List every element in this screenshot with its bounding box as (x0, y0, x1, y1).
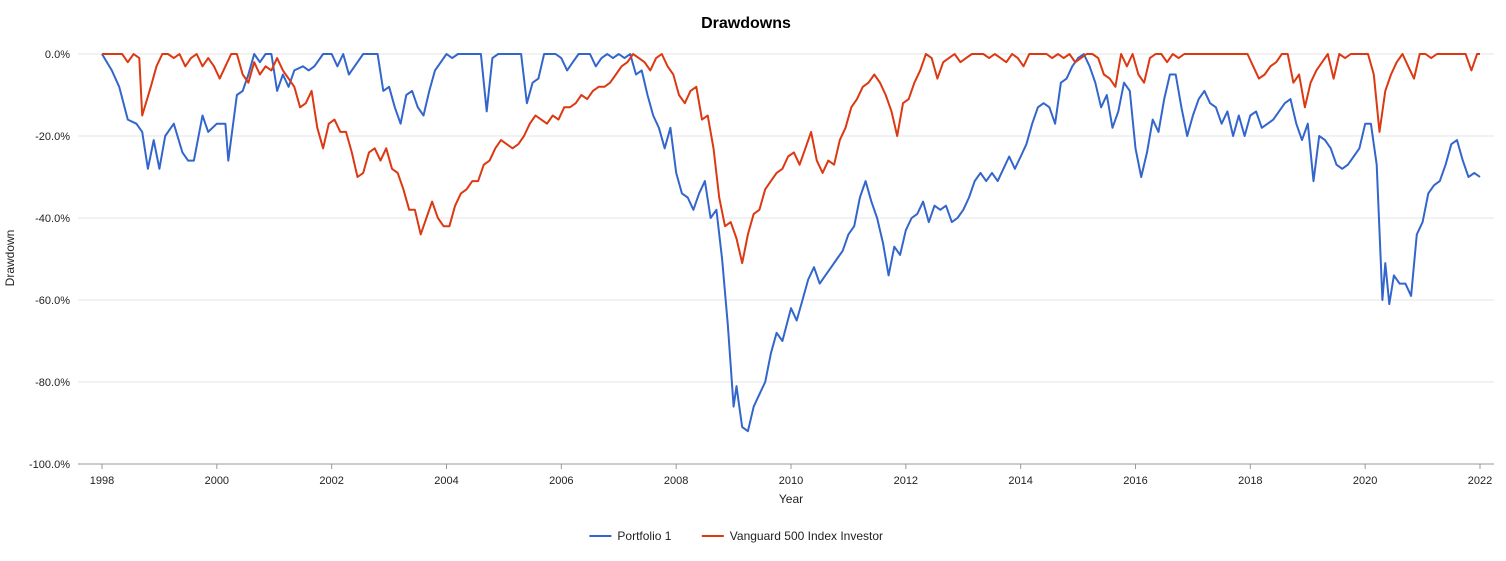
x-axis: 1998 2000 2002 2004 2006 2008 2010 2012 2014 2016… (90, 464, 1492, 487)
series-lines (101, 53, 1481, 433)
x-tick-label: 2006 (549, 475, 573, 487)
series-line-1 (101, 53, 1481, 433)
y-tick-label: 0.0% (45, 49, 70, 61)
chart-title: Drawdowns (701, 15, 791, 32)
x-tick-label: 1998 (90, 475, 114, 487)
y-axis: 0.0% -20.0% -40.0% -60.0% -80.0% -100.0% (29, 49, 70, 471)
y-tick-label: -40.0% (35, 213, 70, 225)
x-axis-title: Year (779, 492, 803, 506)
x-tick-label: 2022 (1468, 475, 1492, 487)
y-tick-label: -60.0% (35, 295, 70, 307)
legend-label-2: Vanguard 500 Index Investor (730, 529, 883, 543)
x-tick-label: 2002 (319, 475, 343, 487)
x-tick-label: 2010 (779, 475, 803, 487)
x-tick-label: 2000 (205, 475, 229, 487)
y-axis-title: Drawdown (3, 230, 17, 287)
y-tick-label: -100.0% (29, 459, 70, 471)
x-tick-label: 2008 (664, 475, 688, 487)
x-tick-label: 2016 (1123, 475, 1147, 487)
x-tick-label: 2014 (1008, 475, 1032, 487)
x-tick-label: 2018 (1238, 475, 1262, 487)
legend-label-1: Portfolio 1 (617, 529, 671, 543)
series-line-2 (102, 53, 1480, 265)
y-tick-label: -80.0% (35, 377, 70, 389)
gridlines (78, 53, 1494, 383)
x-tick-label: 2004 (434, 475, 458, 487)
legend: Portfolio 1 Vanguard 500 Index Investor (589, 529, 883, 543)
x-tick-label: 2012 (894, 475, 918, 487)
x-tick-label: 2020 (1353, 475, 1377, 487)
y-tick-label: -20.0% (35, 131, 70, 143)
